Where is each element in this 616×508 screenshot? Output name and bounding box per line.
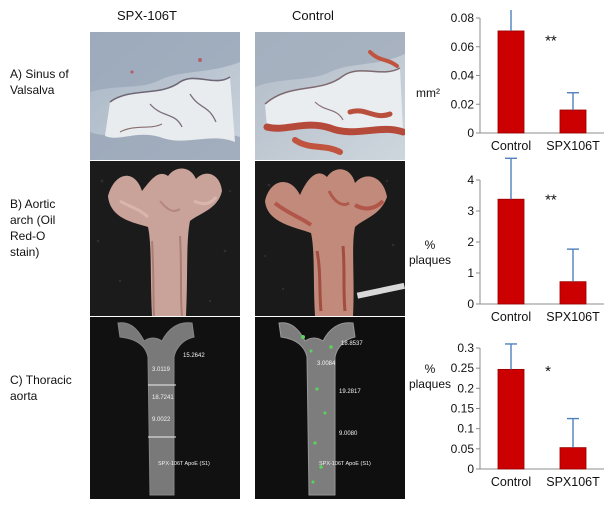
- x-category-label: Control: [491, 310, 531, 324]
- y-tick-label: 2: [467, 235, 474, 249]
- y-tick-label: 3: [467, 204, 474, 218]
- micrograph-aortic-arch-treated: [90, 161, 240, 316]
- bar-chart-aortic-arch: 0 1 2 3 4 Control SPX106T **: [467, 157, 604, 324]
- micrograph-aortic-arch-control: [255, 161, 405, 316]
- thoracic-treated-measure-2: 3.0119: [152, 367, 171, 373]
- bar-spx106t: [559, 109, 587, 134]
- bar-chart-thoracic: 0 0.05 0.1 0.15 0.2 0.25 0.3 Control SPX106T *: [451, 341, 604, 489]
- y-tick-label: 0: [467, 297, 474, 311]
- thoracic-treated-measure-4: 9.0022: [152, 417, 171, 423]
- row-label-line: arch (Oil: [10, 213, 56, 227]
- y-tick-label: 4: [467, 173, 474, 187]
- row-label-line: stain): [10, 245, 40, 259]
- micrograph-sinus-treated: [90, 32, 240, 160]
- row-label-line: C) Thoracic: [10, 373, 72, 387]
- micrograph-thoracic-control: 18.8537 3.0084 19.2817 9.0080 SPX-106T A…: [255, 317, 405, 499]
- y-tick-label: 0.3: [457, 341, 474, 355]
- x-category-label: SPX106T: [546, 310, 600, 324]
- thoracic-treated-measure-3: 18.7241: [152, 395, 174, 401]
- unit-label-aortic-arch: % plaques: [408, 238, 452, 268]
- x-category-label: Control: [491, 139, 531, 153]
- row-label-thoracic-aorta: C) Thoracic aorta: [10, 372, 95, 404]
- bar-spx106t: [559, 281, 587, 305]
- y-tick-label: 0.25: [451, 361, 475, 375]
- x-category-label: Control: [491, 475, 531, 489]
- thoracic-control-measure-3: 19.2817: [339, 389, 361, 395]
- y-tick-label: 0.04: [451, 69, 475, 83]
- bar-chart-sinus: 0 0.02 0.04 0.06 0.08 Control SPX106T **: [451, 10, 604, 153]
- bar-control: [497, 30, 525, 134]
- x-category-label: SPX106T: [546, 139, 600, 153]
- thoracic-treated-sample-label: SPX-106T ApoE (S1): [158, 461, 210, 467]
- bar-control: [497, 368, 525, 470]
- significance-marker: **: [545, 192, 557, 209]
- y-tick-label: 0.06: [451, 40, 475, 54]
- y-tick-label: 0.1: [457, 422, 474, 436]
- column-header-treated: SPX-106T: [117, 8, 177, 23]
- y-tick-label: 0: [467, 126, 474, 140]
- row-label-aortic-arch: B) Aortic arch (Oil Red-O stain): [10, 196, 95, 260]
- column-header-control: Control: [292, 8, 334, 23]
- y-tick-label: 0.02: [451, 97, 475, 111]
- unit-label-line: plaques: [408, 253, 452, 267]
- micrograph-thoracic-treated: 15.2642 3.0119 18.7241 9.0022 SPX-106T A…: [90, 317, 240, 499]
- row-label-line: B) Aortic: [10, 197, 56, 211]
- row-label-line: aorta: [10, 389, 38, 403]
- unit-label-line: mm²: [416, 86, 440, 100]
- row-label-line: A) Sinus of: [10, 67, 69, 81]
- y-tick-label: 0.15: [451, 402, 475, 416]
- row-label-line: Red-O: [10, 229, 46, 243]
- y-tick-label: 0: [467, 462, 474, 476]
- unit-label-line: %: [424, 238, 436, 252]
- thoracic-treated-measure-1: 15.2642: [183, 353, 205, 359]
- unit-label-sinus: mm²: [408, 86, 448, 101]
- thoracic-control-measure-1: 18.8537: [341, 341, 363, 347]
- y-tick-label: 0.08: [451, 11, 475, 25]
- unit-label-line: %: [424, 362, 436, 376]
- thoracic-control-measure-2: 3.0084: [317, 361, 336, 367]
- y-tick-label: 0.2: [457, 381, 474, 395]
- bar-control: [497, 198, 525, 305]
- unit-label-line: plaques: [408, 377, 452, 391]
- significance-marker: *: [545, 363, 551, 380]
- row-label-line: Valsalva: [10, 83, 55, 97]
- y-tick-label: 1: [467, 266, 474, 280]
- bar-spx106t: [559, 447, 587, 470]
- micrograph-sinus-control: [255, 32, 405, 160]
- row-label-sinus: A) Sinus of Valsalva: [10, 66, 95, 98]
- thoracic-control-measure-4: 9.0080: [339, 431, 358, 437]
- y-tick-label: 0.05: [451, 442, 475, 456]
- significance-marker: **: [545, 33, 557, 50]
- x-category-label: SPX106T: [546, 475, 600, 489]
- thoracic-control-sample-label: SPX-106T ApoE (S1): [319, 461, 371, 467]
- unit-label-thoracic: % plaques: [408, 362, 452, 392]
